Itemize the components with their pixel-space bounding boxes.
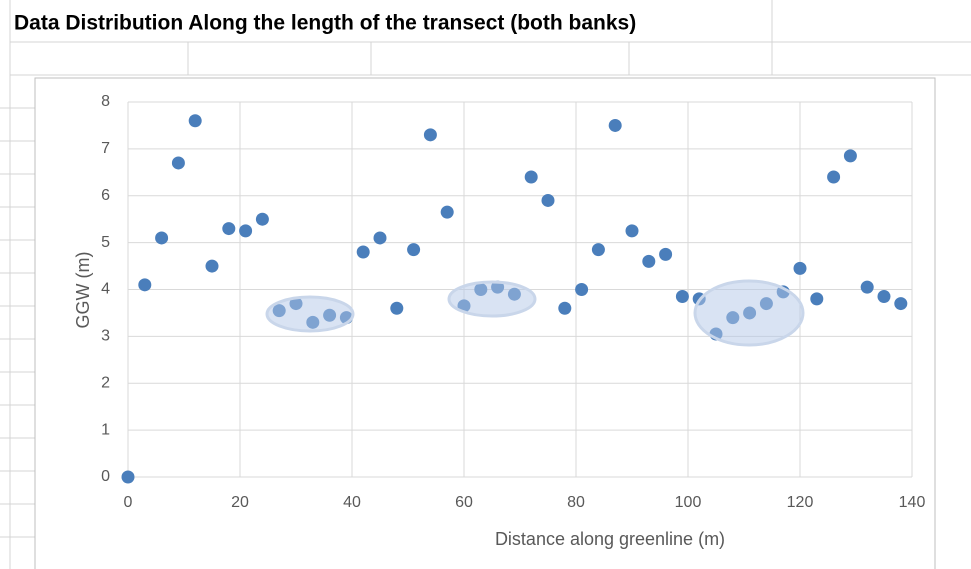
- x-axis-label: Distance along greenline (m): [495, 529, 725, 549]
- y-tick-label: 2: [101, 374, 110, 391]
- chart-title: Data Distribution Along the length of th…: [14, 12, 636, 35]
- point: [222, 222, 236, 236]
- highlight-ellipse: [693, 279, 805, 347]
- x-tick-label: 20: [231, 494, 249, 511]
- x-tick-label: 40: [343, 494, 361, 511]
- y-tick-label: 6: [101, 187, 110, 204]
- point: [625, 224, 639, 238]
- x-tick-label: 120: [787, 494, 814, 511]
- point: [675, 290, 689, 304]
- y-tick-label: 5: [101, 234, 110, 251]
- point: [524, 170, 538, 184]
- point: [860, 280, 874, 294]
- point: [138, 278, 152, 292]
- point: [558, 301, 572, 315]
- x-tick-label: 140: [899, 494, 926, 511]
- point: [440, 205, 454, 219]
- point: [827, 170, 841, 184]
- y-tick-label: 3: [101, 328, 110, 345]
- point: [188, 114, 202, 128]
- point: [575, 283, 589, 296]
- point: [155, 231, 169, 245]
- point: [894, 297, 908, 311]
- point: [608, 118, 622, 132]
- x-tick-label: 80: [567, 494, 585, 511]
- x-tick-label: 100: [675, 494, 702, 511]
- point: [171, 156, 185, 170]
- point: [423, 128, 437, 142]
- y-tick-label: 8: [101, 93, 110, 110]
- point: [642, 254, 656, 268]
- point: [793, 261, 807, 275]
- point: [356, 245, 370, 259]
- point: [810, 292, 824, 306]
- point: [877, 290, 891, 304]
- y-tick-label: 7: [101, 140, 110, 157]
- point: [373, 231, 387, 245]
- point: [659, 247, 673, 261]
- highlight-ellipse: [265, 295, 355, 333]
- x-tick-label: 0: [124, 494, 133, 511]
- point: [205, 259, 219, 273]
- point: [541, 193, 555, 207]
- point: [390, 301, 404, 315]
- highlights: [265, 279, 805, 347]
- y-axis-label: GGW (m): [73, 252, 93, 329]
- point: [121, 470, 135, 484]
- point: [843, 149, 857, 163]
- highlight-ellipse: [447, 280, 537, 318]
- y-tick-label: 4: [101, 281, 110, 298]
- point: [407, 243, 421, 257]
- y-tick-label: 0: [101, 468, 110, 485]
- point: [239, 224, 253, 238]
- x-tick-label: 60: [455, 494, 473, 511]
- point: [591, 243, 605, 257]
- point: [255, 212, 269, 226]
- y-tick-label: 1: [101, 421, 110, 438]
